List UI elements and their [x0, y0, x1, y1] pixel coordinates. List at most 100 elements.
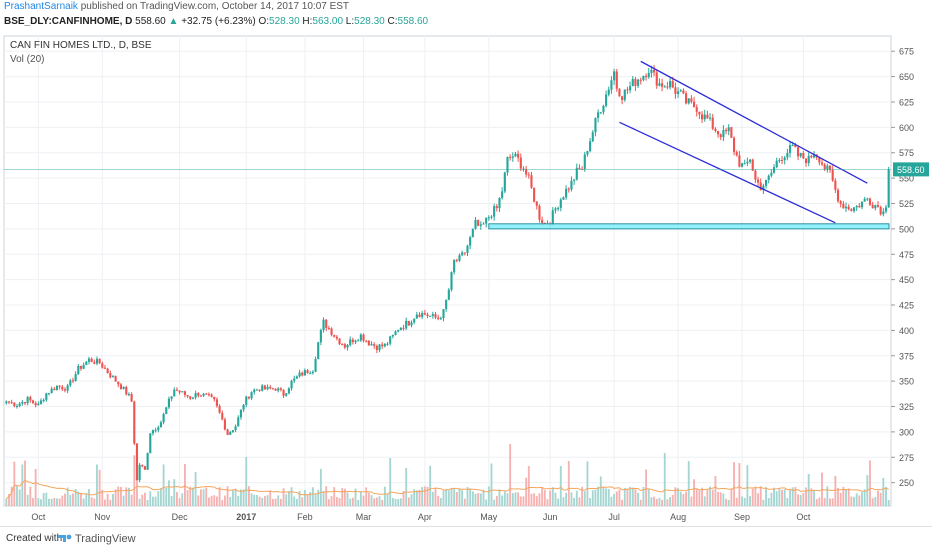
candle-body [101, 363, 104, 368]
candle-body [5, 401, 8, 404]
candle-body [493, 206, 496, 217]
candle-body [10, 402, 13, 404]
candle-body [647, 72, 650, 78]
candles [5, 65, 890, 483]
volume-bar [16, 486, 18, 506]
volume-bar [610, 496, 613, 506]
candle-body [335, 336, 338, 339]
volume-bar [157, 491, 160, 506]
candle-body [410, 322, 413, 326]
author-name[interactable]: PrashantSarnaik [4, 1, 78, 12]
candle-body [631, 79, 634, 87]
candle-body [458, 255, 461, 261]
volume-bar [354, 488, 357, 506]
volume-bar [319, 468, 322, 506]
volume-bar [445, 489, 448, 506]
candle-body [122, 386, 125, 389]
close-label: C: [387, 16, 398, 27]
price-chart[interactable]: 2502753003253503754004254504755005255505… [0, 34, 932, 526]
candle-body [810, 155, 813, 158]
volume-bar [621, 499, 624, 506]
volume-bar [762, 499, 765, 506]
candle-body [15, 406, 19, 408]
candle-body [394, 331, 397, 335]
volume-bar [138, 498, 141, 506]
candle-body [519, 157, 522, 169]
x-axis: Oct Nov Dec 2017 Feb Mar Apr May Jun Jul Aug Sep Oct [31, 36, 811, 522]
tradingview-icon [58, 534, 72, 542]
volume-bar [799, 494, 802, 506]
volume-bar [655, 499, 658, 506]
candle-body [378, 344, 381, 351]
candle-body [567, 188, 570, 190]
candle-body [583, 154, 586, 170]
candle-body [245, 396, 248, 405]
volume-bar [837, 488, 839, 506]
candle-body [503, 172, 506, 192]
candle-body [839, 201, 842, 204]
created-with-label: Created with [6, 533, 63, 544]
volume-bar [770, 492, 773, 506]
y-tick-label: 575 [899, 148, 914, 158]
candle-body [165, 407, 168, 414]
volume-bar [882, 478, 885, 506]
candle-body [386, 343, 389, 345]
candle-body [199, 395, 202, 397]
volume-bar [152, 496, 154, 506]
volume-bar [565, 492, 568, 506]
volume-bar [215, 496, 218, 506]
high-label: H: [302, 16, 313, 27]
candle-body [653, 69, 656, 73]
volume-bar [458, 488, 461, 506]
volume-bar [205, 487, 208, 506]
volume-bar [546, 499, 549, 506]
volume-bar [487, 486, 490, 506]
candle-body [557, 207, 560, 209]
candle-body [327, 327, 330, 329]
volume-bar [82, 498, 85, 506]
volume-bar [338, 498, 341, 506]
y-tick-label: 625 [899, 97, 914, 107]
candle-body [618, 88, 621, 97]
volume-bar [367, 492, 370, 506]
candle-body [383, 343, 386, 347]
candle-body [682, 90, 685, 94]
candle-body [205, 393, 208, 395]
candle-body [477, 219, 480, 226]
volume-bar [874, 497, 877, 506]
volume-bar [453, 488, 456, 506]
volume-bar [170, 495, 173, 506]
tradingview-logo[interactable]: TradingView [58, 532, 136, 545]
volume-bar [690, 496, 693, 506]
candle-body [836, 189, 840, 202]
candle-body [538, 205, 541, 220]
volume-bar [442, 491, 445, 506]
candle-body [218, 406, 221, 413]
volume-bar [90, 497, 93, 506]
volume-bar [495, 495, 498, 506]
volume-bar [37, 498, 40, 506]
candle-body [871, 204, 874, 209]
candle-body [863, 198, 866, 202]
volume-bar [261, 497, 264, 506]
volume-bar [410, 494, 413, 506]
candle-body [26, 397, 29, 404]
candle-body [303, 370, 306, 376]
candle-body [314, 359, 317, 372]
candle-body [868, 198, 872, 205]
candle-body [748, 159, 752, 162]
volume-bar [501, 495, 504, 506]
candle-body [234, 426, 237, 431]
volume-bar [717, 491, 719, 506]
volume-bar [269, 490, 272, 506]
volume-bar [327, 499, 330, 506]
x-tick-label: Oct [31, 512, 46, 522]
candle-body [367, 340, 370, 346]
candle-body [794, 144, 797, 148]
volume-bar [831, 498, 834, 506]
volume-bar [117, 486, 120, 506]
volume-bar [237, 495, 240, 506]
candle-body [796, 147, 800, 157]
volume-bar [543, 490, 546, 506]
candle-body [453, 259, 456, 273]
